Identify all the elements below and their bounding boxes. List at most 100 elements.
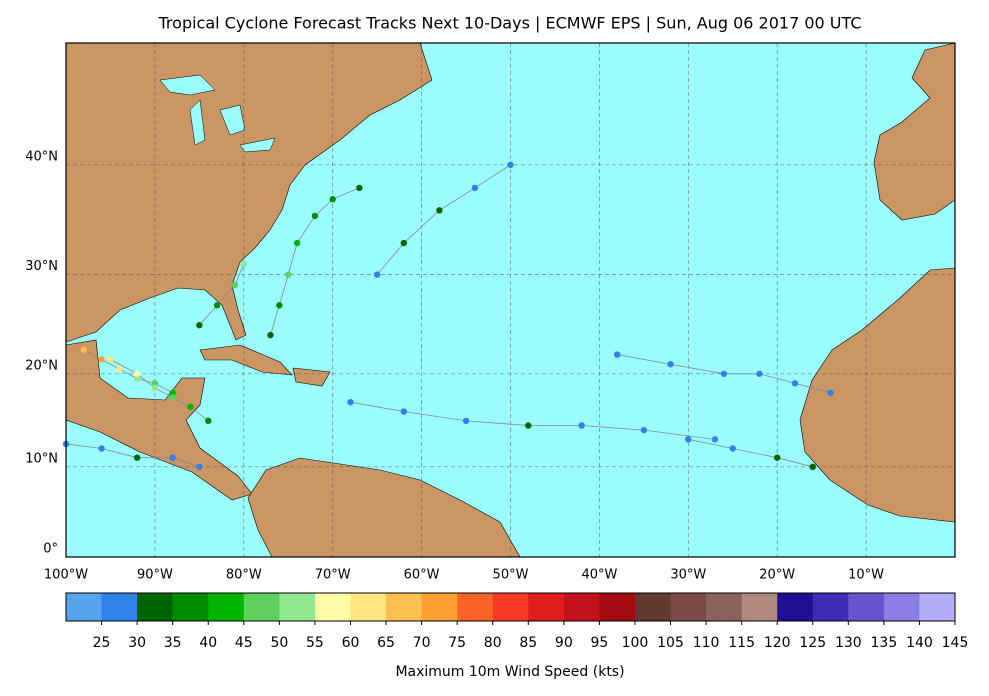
colorbar-tick-label: 130 [835,635,862,651]
colorbar-tick-label: 45 [235,635,253,651]
track-point [293,239,301,247]
track-point [169,454,176,461]
track-point [729,445,736,452]
africa [799,267,956,523]
colorbar-tick-label: 145 [942,635,969,651]
track-point [791,380,799,387]
colorbar-swatch [777,593,814,621]
track-point [507,161,514,169]
colorbar-swatch [279,593,316,621]
colorbar-tick-label: 25 [93,635,111,651]
hispaniola [292,367,331,387]
colorbar-tick-label: 65 [377,635,395,651]
colorbar-label: Maximum 10m Wind Speed (kts) [395,664,624,680]
colorbar-tick-label: 125 [799,635,826,651]
colorbar-tick-label: 135 [871,635,898,651]
x-tick-label: 60°W [404,568,440,583]
track-point [116,365,123,373]
x-tick-label: 50°W [493,568,529,583]
lake [159,74,276,153]
colorbar-swatch [741,593,778,621]
colorbar-swatch [634,593,672,621]
colorbar-tick-label: 90 [555,635,573,651]
y-tick-label: 20°N [25,358,58,373]
y-tick-label: 10°N [25,451,58,466]
track-point [151,380,159,387]
x-tick-label: 20°W [759,568,795,583]
colorbar-swatch [314,593,351,621]
track-point [525,422,532,429]
colorbar-tick-label: 35 [164,635,182,651]
track-point [133,375,141,382]
mexico-central-america [65,339,253,501]
colorbar-tick-label: 75 [448,635,466,651]
colorbar-swatch [492,593,529,621]
track-point [98,356,105,363]
colorbar-swatch [919,593,956,621]
track-point [774,454,781,461]
track-point [471,184,479,192]
track-point [276,302,283,309]
colorbar-swatch [421,593,458,621]
colorbar-tick-label: 40 [199,635,217,651]
colorbar-swatch [243,593,280,621]
south-america [247,457,521,558]
track-point [187,403,194,411]
track-line [110,359,209,422]
x-tick-label: 40°W [581,568,617,583]
track-point [213,302,221,309]
colorbar-swatch [350,593,387,621]
track-point [711,436,719,443]
colorbar-tick-label: 95 [590,635,608,651]
colorbar-tick-label: 60 [342,635,360,651]
colorbar-tick-label: 85 [519,635,537,651]
track-line [199,264,245,326]
track-point [196,322,203,329]
colorbar-tick-label: 110 [693,635,720,651]
track-point [400,239,408,247]
track-point [756,370,763,377]
track-point [98,445,105,452]
colorbar-swatch [563,593,600,621]
colorbar-swatch [883,593,920,621]
track-point [685,436,692,443]
colorbar-tick-label: 100 [622,635,649,651]
x-tick-label: 70°W [315,568,351,583]
track-point [436,207,443,214]
track-point [80,346,87,353]
europe [873,42,956,221]
track-point [107,356,114,363]
colorbar-tick-label: 70 [413,635,431,651]
track-point [169,394,176,401]
colorbar-tick-label: 30 [128,635,146,651]
colorbar-swatch [101,593,138,621]
x-tick-label: 10°W [848,568,884,583]
colorbar-swatch [528,593,565,621]
track-point [133,454,141,461]
track-point [133,370,141,377]
colorbar-tick-label: 105 [657,635,684,651]
track-point [400,408,408,415]
track-point [462,417,470,425]
colorbar-swatch [599,593,636,621]
colorbar-tick-label: 115 [728,635,755,651]
y-tick-label: 0° [43,542,58,557]
colorbar-swatch [208,593,245,621]
track-point [640,426,648,434]
colorbar-tick-label: 120 [764,635,791,651]
track-point [613,351,621,358]
track-point [356,184,363,192]
track-point [720,370,728,377]
track-point [231,281,239,289]
colorbar-swatch [706,593,743,621]
colorbar-tick-label: 55 [306,635,324,651]
colorbar-tick-label: 80 [484,635,502,651]
colorbar: 25 30 35 40 45 50 55 60 65 70 75 80 85 90 95 100 105 110 1… [65,592,969,651]
colorbar-swatch [66,593,103,621]
x-tick-label: 100°W [44,568,88,583]
track-point [329,196,336,203]
track-point [809,463,816,471]
colorbar-tick-label: 50 [270,635,288,651]
x-tick-label: 80°W [226,568,262,583]
